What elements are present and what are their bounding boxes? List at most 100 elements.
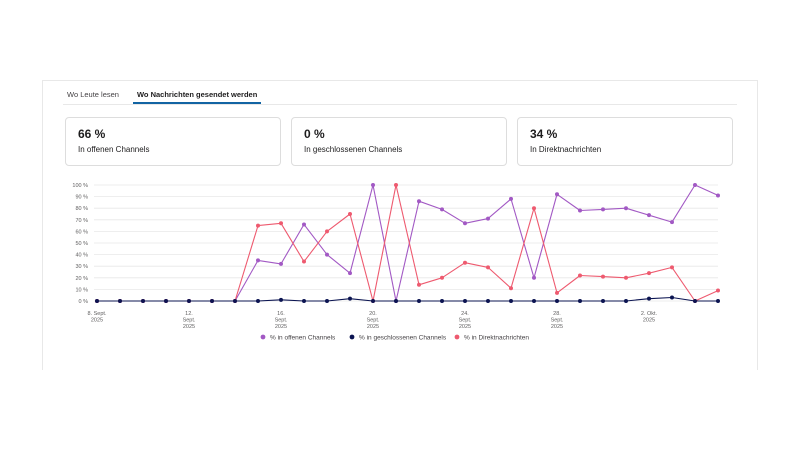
data-point	[601, 207, 605, 212]
y-tick-label: 40 %	[75, 253, 88, 259]
card-label: In geschlossenen Channels	[304, 145, 403, 154]
series-line	[97, 296, 718, 302]
data-point	[210, 299, 214, 303]
data-point	[348, 271, 352, 276]
data-point	[417, 282, 421, 287]
x-tick-label: 16.	[277, 311, 285, 317]
x-tick-label: 20.	[369, 311, 377, 317]
x-tick-label: 8. Sept.	[88, 311, 107, 317]
data-point	[647, 296, 651, 301]
data-point	[486, 216, 490, 221]
data-point	[325, 252, 329, 257]
tab-where-people-read[interactable]: Wo Leute lesen	[67, 90, 119, 99]
data-point	[394, 183, 398, 187]
tab-bar: Wo Leute lesen Wo Nachrichten gesendet w…	[63, 81, 737, 105]
data-point	[601, 299, 605, 303]
data-point	[95, 299, 99, 303]
y-tick-label: 70 %	[75, 218, 88, 224]
x-tick-label: Sept.	[551, 318, 564, 324]
x-tick-label: 2025	[275, 324, 287, 330]
x-tick-label: 2025	[91, 318, 103, 324]
x-tick-label: 12.	[185, 311, 193, 317]
x-tick-label: 2025	[183, 324, 195, 330]
data-point	[348, 296, 352, 301]
data-point	[463, 260, 467, 265]
y-tick-label: 50 %	[75, 241, 88, 247]
data-point	[624, 275, 628, 280]
data-point	[417, 299, 421, 303]
data-point	[693, 299, 697, 303]
data-point	[325, 299, 329, 303]
data-point	[463, 221, 467, 226]
legend-entry: % in offenen Channels	[270, 334, 336, 341]
data-point	[509, 286, 513, 291]
data-point	[302, 299, 306, 303]
x-tick-label: 2. Okt.	[641, 311, 658, 317]
x-tick-label: Sept.	[183, 318, 196, 324]
data-point	[371, 299, 375, 303]
data-point	[532, 299, 536, 303]
legend-marker	[349, 334, 355, 340]
card-value: 34 %	[530, 127, 558, 141]
data-point	[601, 274, 605, 279]
x-tick-label: Sept.	[459, 318, 472, 324]
data-point	[302, 222, 306, 227]
data-point	[532, 206, 536, 211]
data-point	[256, 223, 260, 228]
data-point	[348, 212, 352, 216]
data-point	[716, 193, 720, 198]
y-tick-label: 60 %	[75, 229, 88, 235]
data-point	[670, 265, 674, 270]
data-point	[578, 299, 582, 303]
data-point	[509, 196, 513, 201]
analytics-panel: Wo Leute lesen Wo Nachrichten gesendet w…	[42, 80, 758, 370]
x-tick-label: Sept.	[275, 318, 288, 324]
data-point	[118, 299, 122, 303]
data-point	[440, 299, 444, 303]
legend-entry: % in Direktnachrichten	[464, 334, 529, 341]
card-open-channels: 66 % In offenen Channels	[65, 117, 281, 166]
data-point	[256, 299, 260, 303]
data-point	[187, 299, 191, 303]
data-point	[555, 192, 559, 197]
data-point	[279, 297, 283, 302]
legend-marker	[260, 334, 266, 340]
card-value: 66 %	[78, 127, 106, 141]
x-tick-label: 24.	[461, 311, 469, 317]
data-point	[440, 207, 444, 212]
data-point	[417, 199, 421, 204]
data-point	[647, 271, 651, 276]
data-point	[394, 299, 398, 303]
y-tick-label: 80 %	[75, 206, 88, 212]
data-point	[256, 258, 260, 263]
y-tick-label: 0 %	[79, 299, 89, 305]
data-point	[647, 213, 651, 218]
data-point	[233, 299, 237, 303]
data-point	[486, 299, 490, 303]
data-point	[164, 299, 168, 303]
data-point	[141, 299, 145, 303]
data-point	[624, 299, 628, 303]
data-point	[463, 299, 467, 303]
data-point	[716, 288, 720, 293]
data-point	[532, 275, 536, 280]
summary-cards: 66 % In offenen Channels 0 % In geschlos…	[65, 117, 743, 166]
x-tick-label: 28.	[553, 311, 561, 317]
card-value: 0 %	[304, 127, 325, 141]
data-point	[555, 290, 559, 295]
card-label: In offenen Channels	[78, 145, 150, 154]
data-point	[670, 220, 674, 225]
data-point	[716, 299, 720, 303]
x-tick-label: 2025	[643, 318, 655, 324]
data-point	[371, 183, 375, 187]
data-point	[279, 261, 283, 266]
y-tick-label: 100 %	[72, 183, 88, 189]
data-point	[325, 229, 329, 234]
data-point	[578, 208, 582, 213]
x-tick-label: 2025	[459, 324, 471, 330]
data-point	[555, 299, 559, 303]
data-point	[578, 273, 582, 278]
tab-where-messages-sent[interactable]: Wo Nachrichten gesendet werden	[132, 90, 262, 104]
y-tick-label: 90 %	[75, 195, 88, 201]
